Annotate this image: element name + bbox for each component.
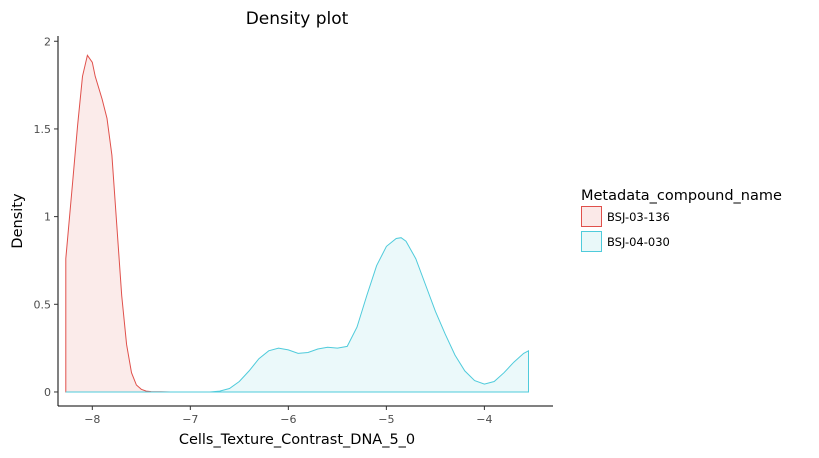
y-axis-title: Density [10,193,26,249]
series-layer [65,54,529,393]
x-tick-label: −7 [182,413,198,426]
legend-label: BSJ-03-136 [607,210,670,224]
y-tick-label: 0 [44,386,51,399]
legend-key-bsj-04-030 [581,231,602,252]
legend-key-bsj-03-136 [581,206,602,227]
density-area-bsj-04-030 [65,237,529,393]
x-axis-ticks: −8 −7 −6 −5 −4 [84,406,492,426]
x-tick-label: −4 [476,413,492,426]
x-tick-label: −5 [378,413,394,426]
x-tick-label: −6 [280,413,296,426]
legend-label: BSJ-04-030 [607,235,670,249]
density-area-bsj-03-136 [65,54,529,393]
legend: Metadata_compound_name BSJ-03-136 BSJ-04-… [581,188,782,252]
legend-items: BSJ-03-136 BSJ-04-030 [581,206,670,252]
y-axis-ticks: 0 0.5 1 1.5 2 [34,35,58,399]
y-tick-label: 0.5 [34,298,52,311]
legend-title: Metadata_compound_name [581,188,782,204]
x-axis-title: Cells_Texture_Contrast_DNA_5_0 [179,432,415,448]
y-tick-label: 2 [44,35,51,48]
y-tick-label: 1 [44,211,51,224]
chart-title: Density plot [246,9,349,29]
x-tick-label: −8 [84,413,100,426]
y-tick-label: 1.5 [34,123,52,136]
